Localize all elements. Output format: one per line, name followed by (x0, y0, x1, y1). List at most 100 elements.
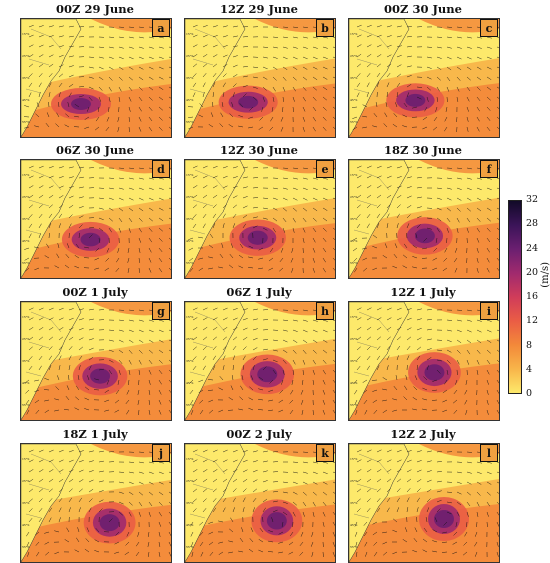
svg-text:45°S: 45°S (350, 239, 357, 243)
svg-text:35°S: 35°S (22, 501, 29, 505)
panel-title: 18Z 1 July (62, 427, 128, 441)
svg-text:15°S: 15°S (186, 173, 193, 177)
svg-text:35°S: 35°S (350, 501, 357, 505)
panel-title: 00Z 2 July (226, 427, 292, 441)
panel-title: 00Z 30 June (384, 2, 462, 16)
svg-text:45°S: 45°S (22, 239, 29, 243)
svg-text:55°S: 55°S (22, 403, 29, 407)
wind-map-panel: 15°S 25°S 35°S 45°S 55°S (184, 301, 336, 421)
svg-text:45°S: 45°S (186, 239, 193, 243)
svg-text:15°S: 15°S (22, 315, 29, 319)
svg-text:25°S: 25°S (22, 479, 29, 483)
panel-letter: g (152, 302, 170, 320)
wind-map-panel: 15°S 25°S 35°S 45°S 55°S (20, 18, 172, 138)
panel-title: 00Z 29 June (56, 2, 134, 16)
svg-text:25°S: 25°S (186, 479, 193, 483)
svg-text:35°S: 35°S (22, 359, 29, 363)
svg-text:25°S: 25°S (186, 54, 193, 58)
svg-text:45°S: 45°S (186, 381, 193, 385)
panel-title: 12Z 29 June (220, 2, 298, 16)
svg-text:55°S: 55°S (350, 403, 357, 407)
svg-text:55°S: 55°S (186, 261, 193, 265)
svg-text:35°S: 35°S (186, 359, 193, 363)
svg-text:35°S: 35°S (186, 501, 193, 505)
svg-text:55°S: 55°S (22, 261, 29, 265)
svg-text:45°S: 45°S (350, 523, 357, 527)
svg-text:15°S: 15°S (22, 457, 29, 461)
svg-text:45°S: 45°S (186, 98, 193, 102)
svg-text:25°S: 25°S (350, 337, 357, 341)
panel-title: 06Z 30 June (56, 143, 134, 157)
colorbar-tick-label: 24 (526, 242, 539, 254)
panel-title: 12Z 30 June (220, 143, 298, 157)
svg-text:45°S: 45°S (22, 523, 29, 527)
colorbar-tick-label: 8 (526, 339, 533, 351)
svg-text:35°S: 35°S (186, 76, 193, 80)
svg-text:35°S: 35°S (350, 217, 357, 221)
svg-text:25°S: 25°S (350, 195, 357, 199)
panel-letter: i (480, 302, 498, 320)
panel-letter: b (316, 19, 334, 37)
panel-letter: l (480, 444, 498, 462)
svg-text:15°S: 15°S (350, 315, 357, 319)
svg-text:25°S: 25°S (186, 337, 193, 341)
svg-text:25°S: 25°S (22, 195, 29, 199)
panel-title: 12Z 2 July (390, 427, 456, 441)
panel-letter: d (152, 160, 170, 178)
colorbar (508, 200, 522, 394)
svg-text:55°S: 55°S (22, 545, 29, 549)
svg-text:15°S: 15°S (350, 173, 357, 177)
svg-text:25°S: 25°S (22, 54, 29, 58)
panel-letter: c (480, 19, 498, 37)
colorbar-tick-label: 4 (526, 363, 533, 375)
svg-text:45°S: 45°S (186, 523, 193, 527)
wind-map-panel: 15°S 25°S 35°S 45°S 55°S (348, 301, 500, 421)
wind-map-panel: 15°S 25°S 35°S 45°S 55°S (348, 18, 500, 138)
svg-text:55°S: 55°S (350, 120, 357, 124)
svg-text:55°S: 55°S (186, 120, 193, 124)
svg-text:35°S: 35°S (22, 217, 29, 221)
panel-title: 18Z 30 June (384, 143, 462, 157)
svg-text:45°S: 45°S (350, 98, 357, 102)
svg-text:55°S: 55°S (186, 545, 193, 549)
svg-text:35°S: 35°S (186, 217, 193, 221)
svg-text:25°S: 25°S (22, 337, 29, 341)
panel-title: 00Z 1 July (62, 285, 128, 299)
svg-text:55°S: 55°S (350, 545, 357, 549)
svg-text:15°S: 15°S (186, 32, 193, 36)
panel-letter: h (316, 302, 334, 320)
svg-text:15°S: 15°S (186, 315, 193, 319)
svg-text:55°S: 55°S (350, 261, 357, 265)
svg-text:45°S: 45°S (350, 381, 357, 385)
panel-title: 06Z 1 July (226, 285, 292, 299)
wind-map-panel: 15°S 25°S 35°S 45°S 55°S (348, 159, 500, 279)
svg-text:25°S: 25°S (186, 195, 193, 199)
svg-text:35°S: 35°S (350, 76, 357, 80)
wind-map-panel: 15°S 25°S 35°S 45°S 55°S (20, 301, 172, 421)
panel-letter: k (316, 444, 334, 462)
panel-letter: j (152, 444, 170, 462)
colorbar-tick-label: 16 (526, 291, 539, 302)
colorbar-tick-label: 20 (526, 266, 539, 278)
colorbar-tick-label: 0 (526, 388, 533, 399)
svg-text:15°S: 15°S (350, 32, 357, 36)
svg-text:55°S: 55°S (186, 403, 193, 407)
svg-text:35°S: 35°S (350, 359, 357, 363)
panel-title: 12Z 1 July (390, 285, 456, 299)
svg-text:45°S: 45°S (22, 381, 29, 385)
svg-text:25°S: 25°S (350, 54, 357, 58)
wind-map-panel: 15°S 25°S 35°S 45°S 55°S (20, 443, 172, 563)
svg-text:15°S: 15°S (350, 457, 357, 461)
colorbar-tick-label: 28 (526, 218, 539, 230)
colorbar-tick-label: 12 (526, 315, 539, 327)
svg-text:15°S: 15°S (186, 457, 193, 461)
wind-map-panel: 15°S 25°S 35°S 45°S 55°S (184, 18, 336, 138)
colorbar-unit-label: (m/s) (540, 262, 550, 288)
panel-letter: f (480, 160, 498, 178)
wind-map-panel: 15°S 25°S 35°S 45°S 55°S (348, 443, 500, 563)
svg-text:35°S: 35°S (22, 76, 29, 80)
panel-letter: a (152, 19, 170, 37)
svg-text:55°S: 55°S (22, 120, 29, 124)
svg-text:25°S: 25°S (350, 479, 357, 483)
svg-text:45°S: 45°S (22, 98, 29, 102)
